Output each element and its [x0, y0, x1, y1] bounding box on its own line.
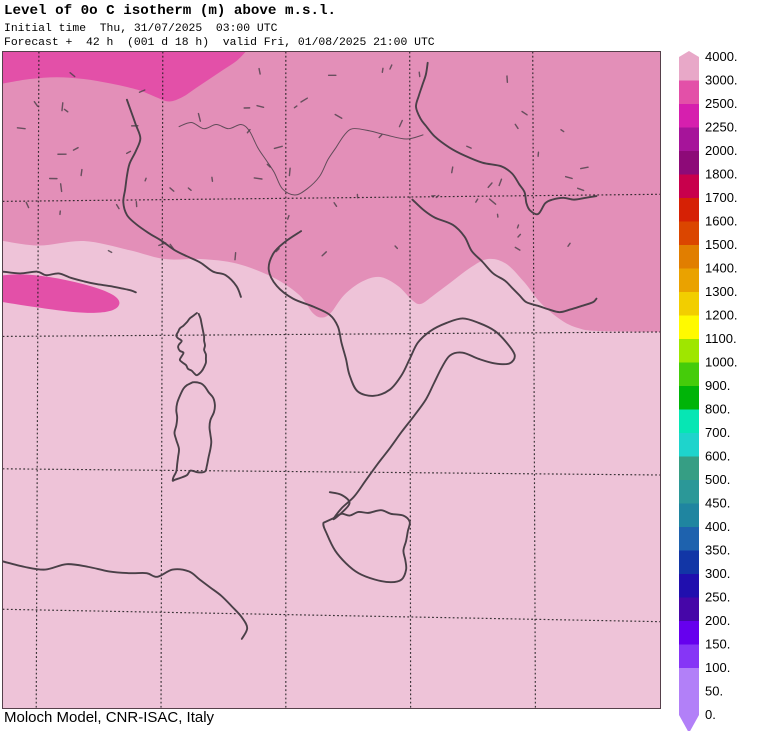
svg-text:700.: 700.	[705, 425, 730, 440]
svg-text:1700.: 1700.	[705, 190, 738, 205]
svg-text:1400.: 1400.	[705, 261, 738, 276]
svg-text:900.: 900.	[705, 378, 730, 393]
svg-text:800.: 800.	[705, 402, 730, 417]
svg-text:2000.: 2000.	[705, 143, 738, 158]
svg-text:1300.: 1300.	[705, 284, 738, 299]
svg-text:450.: 450.	[705, 496, 730, 511]
svg-text:50.: 50.	[705, 684, 723, 699]
svg-text:350.: 350.	[705, 543, 730, 558]
svg-text:2500.: 2500.	[705, 96, 738, 111]
svg-text:250.: 250.	[705, 590, 730, 605]
svg-text:200.: 200.	[705, 613, 730, 628]
svg-text:400.: 400.	[705, 519, 730, 534]
svg-text:0.: 0.	[705, 707, 716, 722]
svg-text:1100.: 1100.	[705, 331, 737, 346]
svg-text:2250.: 2250.	[705, 120, 738, 135]
svg-text:1200.: 1200.	[705, 308, 738, 323]
svg-text:1000.: 1000.	[705, 355, 738, 370]
svg-text:4000.: 4000.	[705, 51, 738, 64]
svg-text:1600.: 1600.	[705, 214, 738, 229]
svg-text:3000.: 3000.	[705, 73, 738, 88]
svg-text:300.: 300.	[705, 566, 730, 581]
svg-text:500.: 500.	[705, 472, 730, 487]
svg-text:1500.: 1500.	[705, 237, 738, 252]
svg-text:1800.: 1800.	[705, 167, 738, 182]
svg-text:600.: 600.	[705, 449, 730, 464]
svg-text:150.: 150.	[705, 637, 730, 652]
svg-text:100.: 100.	[705, 660, 730, 675]
